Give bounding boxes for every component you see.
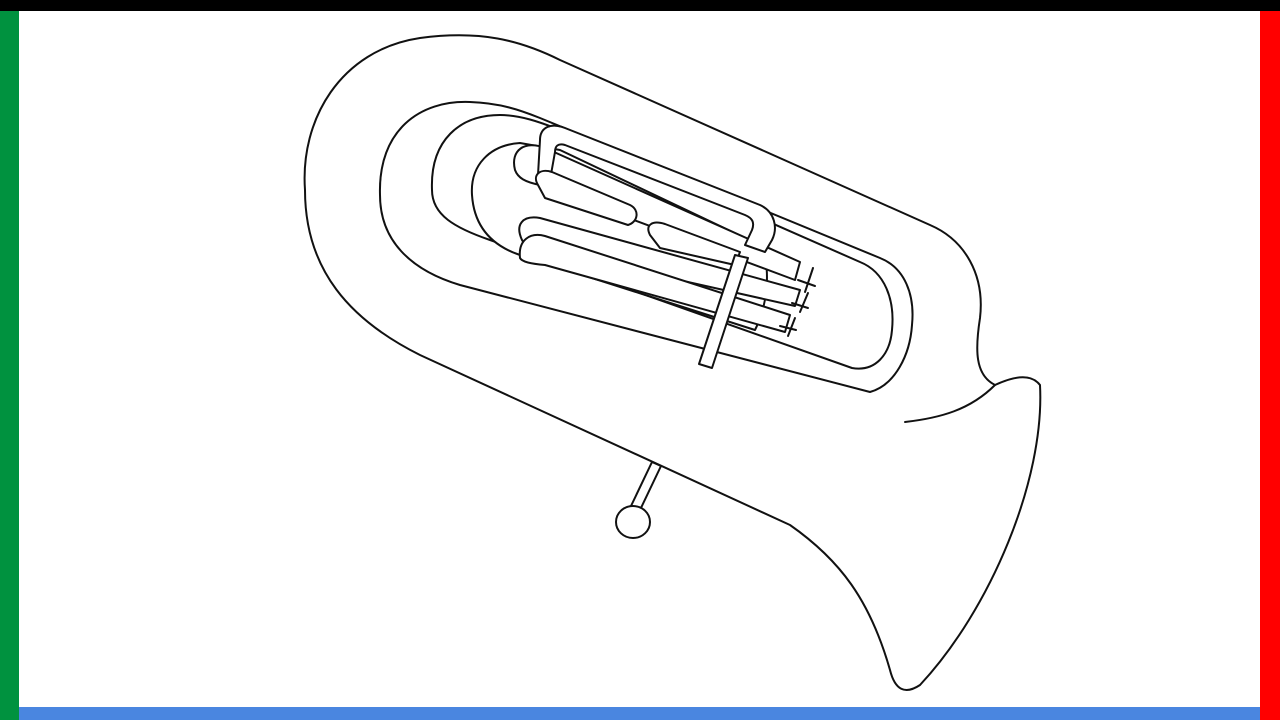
mouthpiece: [615, 461, 662, 539]
valve-cap-line-1: [804, 267, 814, 293]
left-small-slide: [534, 169, 638, 226]
mouthpiece-stem: [630, 461, 662, 511]
top-border: [0, 0, 1280, 11]
left-border: [0, 11, 19, 720]
valve-cap-tick-3: [779, 325, 797, 331]
lead-pipe: [698, 254, 749, 369]
valve-cap-line-3: [787, 317, 796, 337]
tuba-drawing: [303, 34, 1042, 691]
valve-pipe-1: [513, 144, 801, 281]
upper-tuning-slide: [537, 124, 776, 253]
valve-cap-tick-1: [797, 279, 816, 287]
bottom-border: [19, 707, 1260, 720]
valve-cap-tick-2: [791, 302, 809, 309]
mouthpiece-cup: [615, 505, 651, 539]
valve-cap-line-2: [799, 292, 809, 313]
drawing-canvas: [19, 11, 1260, 707]
right-border: [1260, 11, 1280, 720]
valve-caps: [779, 267, 816, 337]
bell-rim-line: [904, 384, 996, 423]
